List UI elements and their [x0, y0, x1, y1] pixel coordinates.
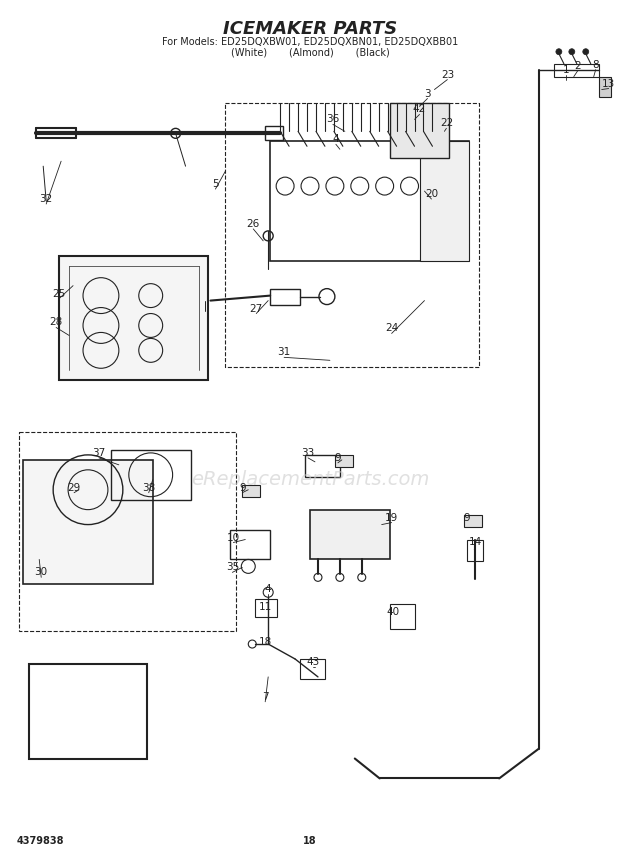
Text: 7: 7 — [262, 691, 268, 702]
Text: 22: 22 — [440, 118, 453, 128]
Text: 9: 9 — [335, 453, 341, 463]
Text: 18: 18 — [259, 637, 272, 647]
Circle shape — [583, 49, 589, 55]
Text: 2: 2 — [575, 60, 581, 71]
Text: 4: 4 — [265, 585, 272, 594]
Text: eReplacementParts.com: eReplacementParts.com — [191, 470, 429, 489]
Text: 36: 36 — [326, 115, 340, 124]
Bar — [389, 103, 450, 158]
Text: 3: 3 — [424, 89, 431, 98]
Text: 32: 32 — [40, 194, 53, 204]
Text: 4: 4 — [332, 134, 339, 145]
Bar — [389, 604, 415, 629]
Bar — [265, 127, 283, 140]
Text: 26: 26 — [247, 219, 260, 229]
Bar — [300, 659, 325, 678]
Text: 9: 9 — [239, 483, 246, 492]
Text: 30: 30 — [35, 567, 48, 578]
Bar — [226, 103, 479, 368]
Text: 1: 1 — [562, 65, 569, 75]
Bar — [305, 455, 340, 477]
Text: 25: 25 — [53, 288, 66, 299]
Text: 31: 31 — [278, 347, 291, 357]
Bar — [420, 141, 469, 261]
Bar — [599, 77, 611, 96]
Text: 23: 23 — [441, 70, 454, 79]
Bar — [231, 530, 270, 560]
Bar — [335, 455, 353, 467]
Circle shape — [569, 49, 575, 55]
Text: 8: 8 — [592, 59, 599, 70]
Text: For Models: ED25DQXBW01, ED25DQXBN01, ED25DQXBB01: For Models: ED25DQXBW01, ED25DQXBN01, ED… — [162, 37, 458, 46]
Text: 11: 11 — [259, 602, 272, 612]
Bar — [255, 599, 277, 617]
Bar — [310, 510, 389, 560]
Text: 13: 13 — [602, 78, 615, 89]
Circle shape — [556, 49, 562, 55]
Bar — [29, 664, 147, 759]
Text: ICEMAKER PARTS: ICEMAKER PARTS — [223, 20, 397, 38]
Bar — [270, 141, 469, 261]
Text: 10: 10 — [227, 532, 240, 542]
Bar — [59, 256, 208, 381]
Text: 29: 29 — [68, 483, 81, 492]
Text: 9: 9 — [463, 512, 469, 523]
Text: 5: 5 — [212, 179, 219, 189]
Bar — [19, 432, 236, 631]
Text: 33: 33 — [301, 448, 314, 458]
Text: 18: 18 — [303, 836, 317, 846]
Text: 37: 37 — [92, 448, 105, 458]
Bar — [554, 64, 599, 77]
Text: 40: 40 — [386, 607, 399, 617]
Text: 19: 19 — [385, 512, 398, 523]
Bar — [242, 485, 260, 497]
Text: 38: 38 — [142, 483, 156, 492]
Bar — [111, 450, 190, 499]
Text: (White)       (Almond)       (Black): (White) (Almond) (Black) — [231, 47, 389, 58]
Text: 43: 43 — [306, 657, 320, 667]
Text: 42: 42 — [413, 104, 426, 115]
Text: 20: 20 — [425, 189, 438, 199]
Bar — [467, 540, 483, 561]
Text: 27: 27 — [250, 304, 263, 313]
Bar — [464, 515, 482, 527]
Text: 35: 35 — [226, 562, 239, 573]
Bar — [270, 288, 300, 305]
Text: 28: 28 — [50, 318, 63, 327]
Text: 24: 24 — [385, 324, 398, 333]
Text: 4379838: 4379838 — [16, 836, 64, 846]
Bar — [24, 460, 153, 585]
Text: 14: 14 — [469, 537, 482, 548]
